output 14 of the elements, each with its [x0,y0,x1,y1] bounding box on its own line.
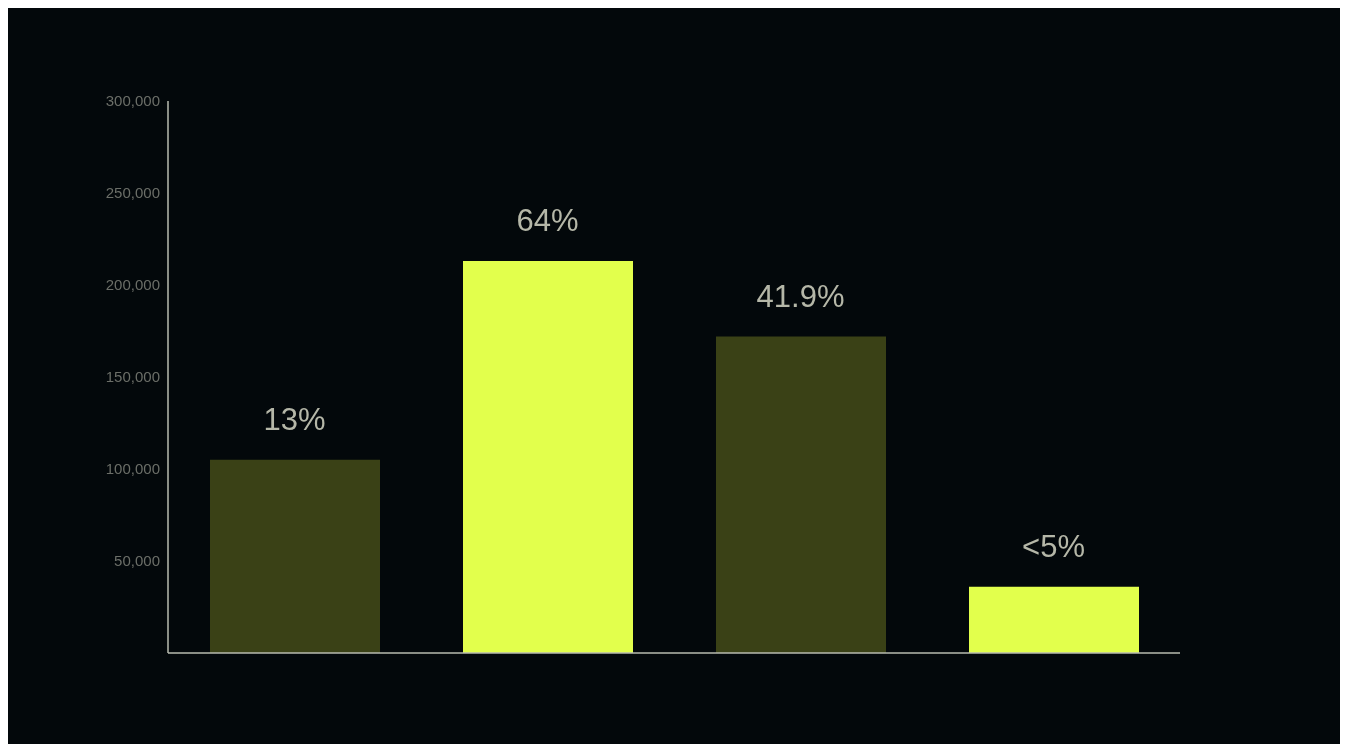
y-tick-label: 250,000 [105,184,160,202]
y-tick-label: 300,000 [105,92,160,110]
annotation: <5% [1022,528,1085,564]
bar [463,261,633,653]
y-tick-label: 50,000 [114,552,160,570]
y-tick-label: 200,000 [105,276,160,294]
y-tick-label: 150,000 [105,368,160,386]
y-tick-label: 100,000 [105,460,160,478]
bar [716,336,886,653]
annotation: 41.9% [756,278,845,314]
annotation: 13% [263,401,326,437]
bar [210,459,380,653]
bar [969,586,1139,653]
annotation: 64% [516,203,579,239]
